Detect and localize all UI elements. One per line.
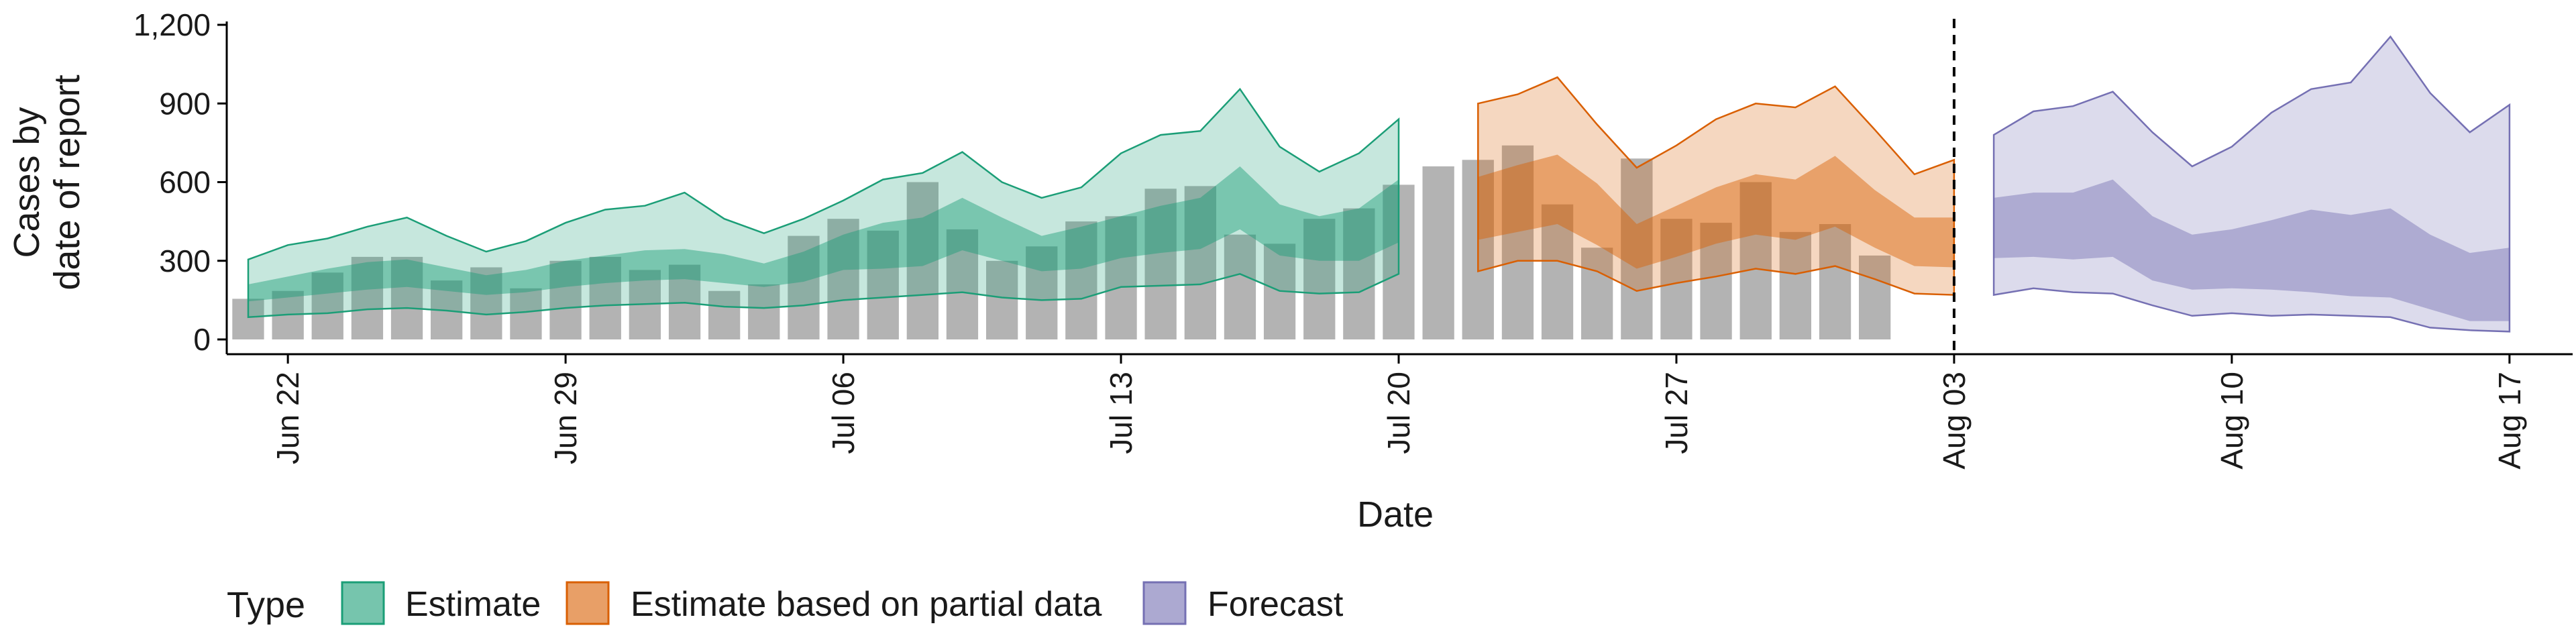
case-bar: [1621, 158, 1653, 340]
inner-credible-band: [248, 166, 1399, 302]
x-tick-label: Jul 20: [1381, 372, 1416, 454]
x-tick-label: Jul 06: [826, 372, 861, 454]
case-bar: [708, 290, 741, 339]
case-bar: [510, 288, 542, 339]
case-bar: [1065, 221, 1097, 339]
legend-label-forecast: Forecast: [1208, 585, 1344, 624]
case-bar: [311, 272, 343, 339]
case-bar: [1303, 219, 1336, 339]
legend-swatch-partial: [566, 581, 610, 625]
case-bar: [1501, 145, 1534, 340]
x-tick-label: Jul 13: [1104, 372, 1138, 454]
case-bar: [1541, 204, 1574, 339]
y-tick-label: 900: [159, 86, 211, 121]
x-axis-ticks: Jun 22 Jun 29 Jul 06 Jul 13 Jul 20 Jul 27 Aug …: [270, 354, 2527, 470]
x-tick-label: Jun 22: [270, 372, 305, 464]
legend-label-estimate: Estimate: [405, 585, 541, 624]
case-bar: [1700, 223, 1732, 339]
case-bar: [946, 229, 979, 339]
y-axis-ticks: 0 300 600 900 1,200: [133, 7, 227, 357]
case-bar: [1859, 255, 1891, 339]
inner-credible-band: [1994, 179, 2510, 321]
y-tick-label: 600: [159, 165, 211, 200]
legend-title: Type: [227, 585, 305, 625]
y-axis-title: Cases by date of report: [7, 74, 87, 290]
case-bar: [1660, 219, 1693, 339]
x-tick-label: Aug 10: [2214, 372, 2249, 470]
estimate-bands: [247, 35, 2511, 333]
case-bar: [906, 182, 938, 339]
y-tick-label: 0: [193, 322, 211, 357]
case-bar: [1144, 189, 1177, 339]
outer-credible-band: [247, 87, 1400, 319]
case-bar: [351, 256, 384, 339]
legend-label-partial: Estimate based on partial data: [631, 585, 1102, 624]
case-bar: [748, 284, 780, 339]
legend: Type Estimate Estimate based on partial …: [227, 581, 1344, 625]
inner-credible-band: [1478, 154, 1954, 269]
case-bar: [1026, 246, 1058, 339]
case-bar: [1819, 224, 1851, 339]
case-bar: [1422, 166, 1454, 339]
case-bar: [390, 256, 423, 339]
case-bar: [589, 256, 621, 339]
legend-swatch-estimate: [341, 581, 385, 625]
x-tick-label: Jul 27: [1659, 372, 1694, 454]
case-bar: [470, 267, 502, 339]
case-bar: [1739, 182, 1772, 339]
case-bar: [827, 219, 859, 339]
case-bar: [867, 230, 899, 339]
y-axis-title-line-1: Cases by: [7, 107, 47, 258]
case-bar: [1343, 208, 1375, 339]
case-bar: [986, 260, 1018, 340]
y-tick-label: 300: [159, 244, 211, 278]
x-tick-label: Aug 03: [1937, 372, 1972, 470]
legend-swatch-forecast: [1142, 581, 1187, 625]
case-bar: [549, 260, 582, 340]
y-tick-label: 1,200: [133, 7, 211, 42]
case-bar: [1105, 216, 1137, 339]
case-bar: [1581, 248, 1613, 339]
y-axis-title-line-2: date of report: [47, 74, 87, 290]
band-forecast: [1992, 35, 2511, 333]
case-bar: [1779, 231, 1811, 339]
x-axis-title: Date: [1357, 494, 1434, 535]
x-tick-label: Jun 29: [548, 372, 583, 464]
outer-credible-band: [1992, 35, 2511, 333]
x-tick-label: Aug 17: [2492, 372, 2527, 470]
case-bar: [1184, 186, 1216, 339]
case-bar: [788, 235, 820, 339]
case-bar: [1224, 234, 1256, 339]
reported-cases-bars: [232, 145, 1891, 340]
band-estimate: [247, 87, 1400, 319]
